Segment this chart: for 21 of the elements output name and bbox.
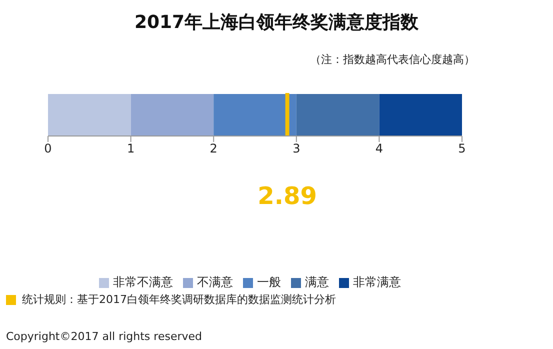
x-tick-label: 1	[126, 142, 135, 156]
legend-label: 满意	[305, 275, 329, 289]
legend-label: 非常满意	[353, 275, 401, 289]
bar	[379, 94, 462, 136]
x-tick-label: 4	[375, 142, 384, 156]
x-tick-label: 0	[44, 142, 52, 156]
text: 统计规则：基于2017白领年终奖调研数据库的数据监测统计分析	[21, 292, 336, 307]
chart-subtitle: （注：指数越高代表信心度越高）	[310, 52, 475, 67]
bar	[214, 94, 296, 136]
legend-label: 一般	[257, 275, 281, 289]
bar	[48, 94, 131, 136]
legend-label: 不满意	[197, 275, 233, 289]
ref-line-label: 2.89	[258, 182, 317, 210]
legend-label: 非常不满意	[113, 275, 173, 289]
x-tick-label: 5	[458, 142, 466, 156]
bar	[296, 94, 380, 136]
text: Copyright©2017 all rights reserved	[6, 330, 202, 343]
bar	[130, 94, 214, 136]
x-tick-label: 3	[292, 142, 300, 156]
x-tick-label: 2	[210, 142, 218, 156]
chart-title: 2017年上海白领年终奖满意度指数	[133, 11, 420, 34]
